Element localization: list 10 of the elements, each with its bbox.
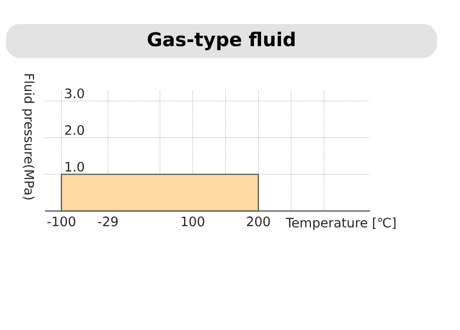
x-tick-label: 100 — [182, 216, 204, 226]
x-tick-label: -100 — [47, 216, 76, 226]
x-tick-label: 200 — [246, 216, 270, 226]
y-tick-label: 2.0 — [65, 125, 84, 135]
y-axis-title: Fluid pressure(MPa) — [22, 74, 34, 200]
y-tick-label: 1.0 — [66, 162, 84, 172]
chart-title: Gas-type fluid — [148, 32, 295, 50]
x-tick-label: -29 — [98, 216, 118, 226]
x-axis-title: Temperature [℃] — [286, 218, 396, 230]
y-tick-label: 3.0 — [65, 88, 84, 98]
